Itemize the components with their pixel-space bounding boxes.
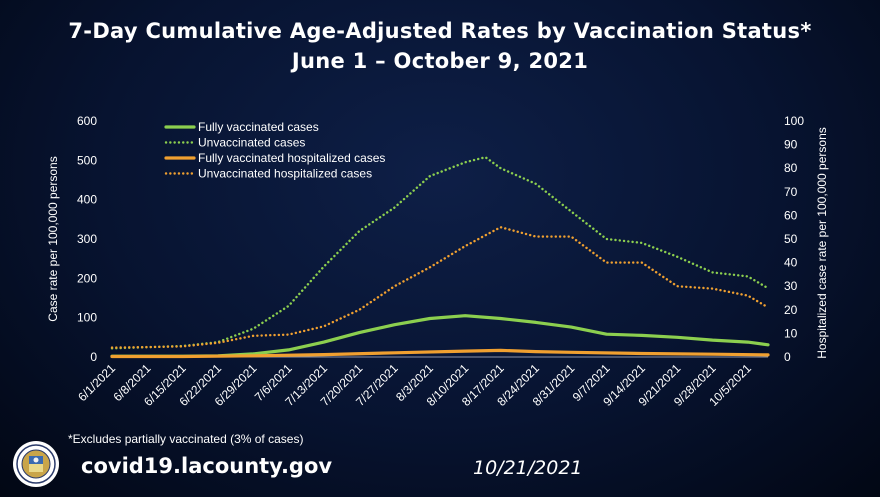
legend-label: Fully vaccinated hospitalized cases — [198, 151, 385, 165]
y-tick-label: 200 — [77, 271, 97, 285]
legend-label: Unvaccinated cases — [198, 136, 305, 150]
y2-axis-title: Hospitalized case rate per 100,000 perso… — [815, 127, 829, 358]
y-axis-title: Case rate per 100,000 persons — [46, 156, 60, 321]
y2-tick-label: 0 — [784, 350, 791, 364]
y-tick-label: 100 — [77, 311, 97, 325]
y2-tick-label: 50 — [784, 232, 798, 246]
legend-label: Fully vaccinated cases — [198, 120, 319, 134]
y-tick-label: 600 — [77, 114, 97, 128]
footnote: *Excludes partially vaccinated (3% of ca… — [68, 432, 304, 446]
y2-tick-label: 20 — [784, 303, 798, 317]
y2-tick-label: 10 — [784, 326, 798, 340]
y2-tick-label: 100 — [784, 114, 804, 128]
y2-tick-label: 40 — [784, 256, 798, 270]
y2-tick-label: 90 — [784, 138, 798, 152]
series-unvaccinated-hospitalized — [110, 225, 770, 349]
series-fully-vaccinated-hospitalized — [110, 348, 770, 359]
y2-tick-label: 60 — [784, 208, 798, 222]
report-date: 10/21/2021 — [473, 457, 583, 479]
y-tick-label: 0 — [90, 350, 97, 364]
website-url[interactable]: covid19.lacounty.gov — [81, 454, 333, 478]
y2-tick-label: 80 — [784, 161, 798, 175]
y-tick-label: 500 — [77, 153, 97, 167]
y2-tick-label: 70 — [784, 185, 798, 199]
y-tick-label: 300 — [77, 232, 97, 246]
series-unvaccinated-cases — [110, 155, 770, 350]
y2-tick-label: 30 — [784, 279, 798, 293]
la-county-seal-icon — [13, 441, 59, 487]
y-tick-label: 400 — [77, 193, 97, 207]
legend-label: Unvaccinated hospitalized cases — [198, 167, 372, 181]
chart-title: 7-Day Cumulative Age-Adjusted Rates by V… — [68, 19, 812, 43]
x-tick-label: 6/1/2021 — [75, 361, 118, 404]
chart-subtitle: June 1 – October 9, 2021 — [291, 49, 589, 73]
